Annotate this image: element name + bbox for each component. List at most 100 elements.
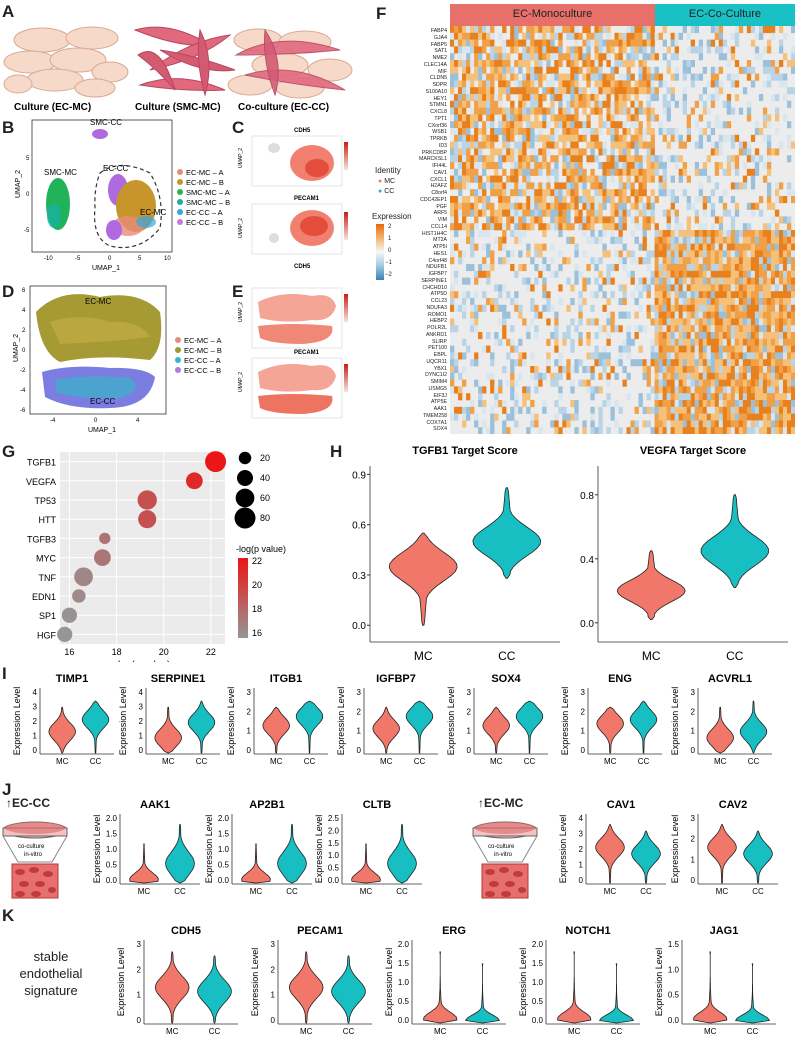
violin: [423, 951, 458, 1024]
violin-ytick: 3: [691, 688, 696, 697]
panel-a-caption-ec-cc: Co-culture (EC-CC): [238, 102, 329, 113]
violin-category: MC: [414, 649, 433, 663]
violin-ytick: 2: [139, 717, 144, 726]
violin-ytick: 1: [581, 727, 586, 736]
heatmap-gene-label: DYNC1I2: [425, 372, 447, 379]
violin: [743, 830, 773, 884]
violin: [81, 700, 110, 754]
violin: [331, 955, 366, 1024]
panel-letter-k: K: [2, 906, 15, 925]
violin-ytick: 0.5: [398, 997, 410, 1006]
dotplot-category-label: HTT: [39, 515, 57, 525]
violin-ytick: 0.5: [668, 991, 680, 1000]
violin-ytick: 1.0: [398, 978, 410, 987]
dotplot-point: [137, 490, 157, 510]
identity-legend-cc: ● CC: [378, 188, 395, 195]
dotplot-point: [138, 510, 157, 529]
violin-ytick: 1: [137, 991, 142, 1000]
violin: [372, 706, 400, 754]
violin-ytick: 0: [467, 746, 472, 755]
panel-j-dish-right: co-culture in-vitro: [472, 821, 538, 899]
violin-category: CC: [748, 757, 760, 766]
violin-ytick: 0.0: [398, 1016, 410, 1025]
violin-category: CC: [726, 649, 744, 663]
violin: [165, 824, 195, 884]
violin-ylabel: Expression Level: [558, 815, 568, 884]
violin-plot: ENG 3 2 1 0 Expression Level MC CC: [560, 673, 662, 766]
legend-item: SMC-MC – A: [186, 188, 230, 197]
violin-ylabel: Expression Level: [560, 687, 570, 756]
violin-category: CC: [174, 887, 186, 896]
heatmap-group-label-co: EC-Co-Culture: [688, 8, 762, 20]
co-culture-cells: [227, 28, 353, 99]
panel-g-dotplot: TGFB1 VEGFA TP53 HTT TGFB3 MYC TNF EDN1 SP1 HGF 16…: [26, 451, 286, 662]
violin-category: MC: [568, 1027, 581, 1036]
dotplot-category-label: TGFB1: [27, 458, 56, 468]
violin-ylabel: Expression Level: [384, 948, 394, 1017]
violin-ytick: 3: [581, 688, 586, 697]
violin-ytick: 0: [357, 746, 362, 755]
violin-plot: ERG 2.0 1.5 1.0 0.5 0.0 Expression Level MC CC: [384, 925, 506, 1036]
heatmap-gene-label: SOX4: [433, 426, 447, 433]
violin-title: CAV2: [719, 799, 748, 811]
violin-ylabel: Expression Level: [446, 687, 456, 756]
panel-k-side-label: stable endothelial signature: [19, 949, 83, 998]
heatmap-gene-label: SERPINE1: [421, 277, 447, 284]
panel-letter-c: C: [232, 118, 245, 137]
violin-ytick: 2.0: [218, 814, 230, 823]
color-legend-tick: 18: [252, 604, 262, 614]
heatmap-gene-label: HEBP2: [429, 318, 447, 325]
violin-title: PECAM1: [297, 925, 343, 937]
violin-ytick: 0: [691, 876, 696, 885]
violin-plot: JAG1 1.5 1.0 0.5 0.0 Expression Level MC CC: [654, 925, 776, 1036]
violin-ytick: 0.0: [328, 876, 340, 885]
violin-ytick: 3: [137, 940, 142, 949]
dotplot-category-label: TGFB3: [27, 534, 56, 544]
heatmap-gene-label: COX7A1: [426, 419, 447, 426]
heatmap-gene-label: CXCL1: [430, 176, 447, 183]
label-smc-mc: SMC-MC: [44, 168, 77, 177]
violin-plot: SOX4 3 2 1 0 Expression Level MC CC: [446, 673, 548, 766]
heatmap-gene-label: SDPR: [432, 82, 447, 88]
size-legend-dot: [234, 507, 256, 529]
violin: [262, 706, 290, 754]
heatmap-gene-label: ROMO1: [427, 311, 447, 318]
heatmap-gene-label: CXorf36: [427, 122, 447, 129]
heatmap-gene-label: ANKRD1: [425, 331, 447, 338]
size-legend-label: 80: [260, 513, 270, 523]
heatmap-gene-label: AAK1: [433, 406, 447, 412]
violin-title: JAG1: [710, 925, 739, 937]
violin-ytick: 3: [579, 830, 584, 839]
violin-ytick: 1: [271, 991, 276, 1000]
heatmap-gene-label: FABP4: [430, 28, 447, 34]
heatmap-gene-label: CCL14: [430, 223, 447, 230]
violin-category: MC: [138, 887, 151, 896]
panel-d-legend: EC-MC – A EC-MC – B EC-CC – A EC-CC – B: [175, 336, 222, 375]
violin-plot: PECAM1 3 2 1 0 Expression Level MC CC: [250, 925, 372, 1036]
violin-ytick: 0.0: [352, 621, 366, 632]
heatmap-gene-labels: FABP4 GJA4 FABP5 SAT1 NME2 CLEC14A MIF CLDN5 SDP…: [390, 28, 447, 434]
violin-ytick: 4: [579, 814, 584, 823]
color-legend-bar: [238, 558, 248, 638]
dotplot-point: [57, 626, 73, 643]
violin-ytick: 1: [467, 727, 472, 736]
heatmap-gene-label: WSB1: [432, 129, 447, 136]
size-legend-label: 40: [260, 473, 270, 483]
violin-plot: IGFBP7 3 2 1 0 Expression Level MC CC: [336, 673, 438, 766]
violin: [405, 700, 434, 754]
dotplot-xtick: 18: [112, 647, 122, 657]
legend-item: EC-CC – B: [186, 218, 223, 227]
panel-c-ylabel-2: UMAP_2: [238, 218, 244, 238]
violin-ytick: 0.5: [106, 861, 118, 870]
tick: 2: [22, 328, 26, 334]
violin: [154, 951, 190, 1024]
violin-ytick: 0: [581, 746, 586, 755]
dotplot-xlabel: -log(p value): [115, 660, 171, 662]
expr-tick: 2: [388, 224, 392, 230]
dotplot-category-label: EDN1: [32, 592, 56, 602]
dotplot-category-label: TP53: [34, 496, 56, 506]
size-legend-label: 60: [260, 493, 270, 503]
violin-title: ITGB1: [270, 673, 302, 685]
heatmap-group-label-mono: EC-Monoculture: [512, 8, 593, 20]
panel-c-title-cdh5-2: CDH5: [294, 264, 311, 270]
